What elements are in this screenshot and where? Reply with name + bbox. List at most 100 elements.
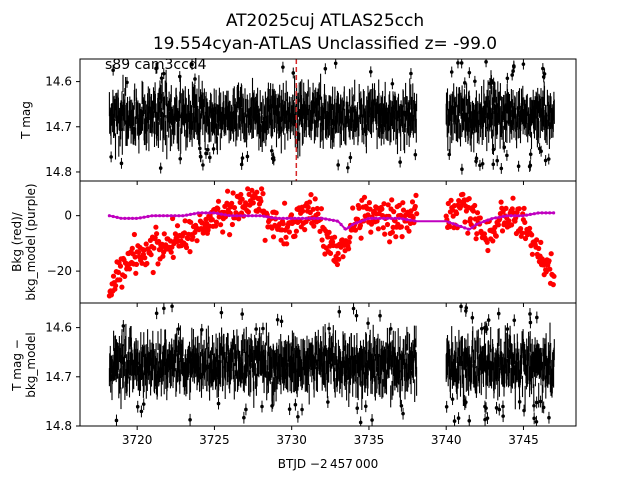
flux-point (206, 147, 210, 152)
flux-point (366, 321, 370, 326)
flux-points-bottom (108, 303, 555, 426)
bkg-point (225, 188, 231, 194)
bkg-point (215, 198, 222, 204)
bkg-point (229, 200, 235, 206)
flux-point (491, 162, 496, 167)
bkg-point (129, 245, 135, 251)
bkg-point (293, 228, 299, 234)
bkg-point (286, 229, 292, 235)
bkg-point (302, 227, 308, 233)
bkg-point (236, 216, 242, 222)
flux-point (254, 327, 258, 331)
bkg-model-point (509, 214, 513, 218)
x-tick-label: 3745 (508, 433, 539, 447)
flux-point (399, 403, 404, 408)
bkg-point (409, 199, 416, 205)
flux-point (505, 327, 510, 331)
flux-point (275, 317, 280, 322)
bkg-point (538, 239, 544, 245)
bkg-model-point (517, 214, 521, 218)
bkg-point (273, 210, 279, 216)
flux-point (178, 156, 183, 161)
bkg-model-point (347, 225, 351, 229)
bkg-point (336, 256, 342, 262)
flux-point (300, 407, 304, 412)
bkg-point (481, 231, 487, 237)
bkg-point (308, 192, 314, 198)
bkg-model-point (501, 214, 505, 219)
flux-point (261, 326, 265, 331)
bkg-model-point (235, 214, 239, 218)
flux-point (501, 414, 505, 418)
bkg-point (113, 283, 119, 289)
bkg-point (485, 247, 491, 254)
bkg-point (472, 202, 478, 209)
flux-point (363, 404, 368, 409)
bkg-point (292, 233, 298, 239)
flux-point (348, 155, 353, 160)
bkg-point (133, 270, 139, 276)
bkg-point (142, 255, 148, 261)
flux-point (358, 420, 363, 425)
bkg-point (340, 254, 346, 260)
bkg-point (518, 226, 524, 232)
bkg-model-point (308, 216, 312, 220)
flux-point (260, 404, 264, 409)
flux-point (541, 405, 546, 410)
plot-area-bottom (108, 303, 555, 426)
bkg-point (183, 244, 190, 251)
flux-point (546, 157, 551, 161)
flux-point (177, 74, 182, 79)
bkg-point (161, 231, 167, 237)
bkg-point (509, 206, 515, 212)
flux-point (449, 70, 454, 74)
bkg-model-point (490, 217, 494, 221)
bkg-model-point (196, 211, 200, 215)
bkg-model-point (177, 214, 181, 218)
bkg-point (126, 266, 133, 272)
flux-point (486, 318, 491, 322)
flux-point (521, 62, 526, 66)
flux-point (159, 76, 164, 80)
bkg-model-point (343, 227, 347, 231)
bkg-point (117, 263, 124, 269)
bkg-point (190, 234, 196, 240)
bkg-model-point (111, 214, 115, 219)
flux-point (447, 152, 452, 157)
flux-point (516, 164, 521, 169)
bkg-point (215, 206, 221, 212)
bkg-point (119, 284, 125, 290)
flux-point (240, 156, 245, 160)
bkg-model-point (405, 218, 409, 222)
flux-point (547, 415, 551, 420)
bkg-model-point (270, 216, 274, 220)
ylabel-line: Bkg (red)/ (10, 211, 24, 272)
bkg-model-point (277, 216, 281, 220)
bkg-point (249, 187, 255, 193)
y-tick-label: 14.8 (45, 165, 72, 179)
flux-point (535, 315, 539, 320)
bkg-point (245, 186, 251, 192)
bkg-point (117, 277, 123, 283)
bkg-point (312, 196, 318, 202)
bkg-point (527, 225, 533, 231)
bkg-model-point (327, 218, 332, 222)
flux-point (452, 419, 457, 423)
bkg-point (522, 235, 529, 242)
bkg-point (534, 237, 540, 243)
bkg-model-point (513, 214, 517, 218)
bkg-model-point (474, 222, 478, 227)
bkg-point (310, 206, 316, 212)
bkg-point (499, 228, 506, 234)
bkg-model-point (200, 211, 204, 215)
y-tick-label: −20 (47, 264, 72, 278)
ylabel-line: bkg_model (purple) (24, 183, 38, 300)
bkg-point (122, 273, 128, 279)
bkg-model-point (192, 212, 196, 216)
flux-point (538, 399, 543, 404)
bkg-point (254, 189, 260, 195)
middle-panel-background: 0 −20 (47, 180, 577, 307)
bkg-point (381, 201, 387, 207)
flux-point (505, 76, 510, 81)
bkg-point (366, 200, 372, 206)
